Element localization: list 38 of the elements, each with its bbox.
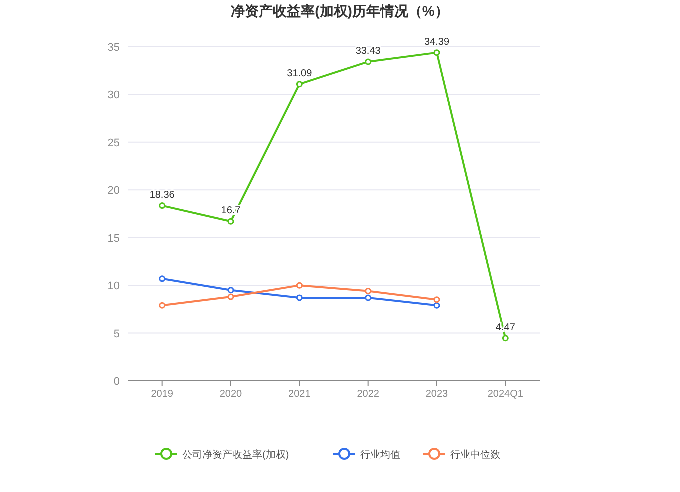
y-tick-label: 10 [108, 280, 120, 293]
legend-label: 行业均值 [360, 449, 400, 461]
point [502, 335, 509, 342]
point [434, 296, 440, 304]
point [296, 282, 303, 289]
x-tick-label: 2019 [151, 389, 174, 400]
x-tick-label: 2022 [357, 389, 380, 400]
point [434, 50, 440, 56]
data-label: 31.09 [287, 68, 313, 80]
y-tick-label: 20 [108, 185, 120, 198]
legend-label: 行业中位数 [450, 449, 500, 461]
data-label: 34.39 [424, 36, 450, 48]
x-tick-label: 2021 [288, 389, 312, 400]
y-tick-label: 25 [108, 137, 120, 150]
x-tick-label: 2020 [220, 389, 243, 400]
point [365, 294, 372, 302]
point [365, 288, 372, 295]
y-tick-label: 30 [108, 90, 120, 102]
data-label: 18.36 [150, 190, 176, 201]
point [159, 276, 166, 282]
y-tick-label: 0 [114, 376, 120, 388]
y-tick-label: 15 [108, 232, 120, 245]
point [228, 287, 234, 294]
x-tick-label: 2023 [426, 389, 449, 400]
point [296, 81, 303, 88]
point [296, 294, 303, 302]
chart-title: 净资产收益率(加权)历年情况（%） [231, 3, 449, 19]
point [434, 302, 440, 309]
y-tick-label: 5 [114, 328, 120, 340]
point [228, 294, 234, 300]
point [159, 202, 166, 210]
point [365, 58, 372, 66]
x-tick-label: 2024Q1 [488, 389, 524, 400]
legend-label: 公司净资产收益率(加权) [182, 449, 290, 461]
data-label: 33.43 [356, 46, 382, 57]
y-tick-label: 35 [108, 42, 120, 54]
point [228, 218, 234, 225]
point [159, 302, 166, 309]
